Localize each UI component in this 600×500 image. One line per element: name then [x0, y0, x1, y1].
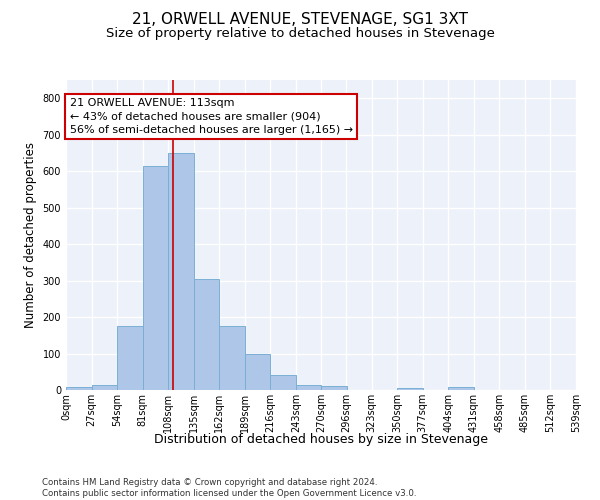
Y-axis label: Number of detached properties: Number of detached properties — [24, 142, 37, 328]
Bar — [194, 279, 219, 390]
Bar — [92, 386, 117, 390]
Bar — [397, 388, 423, 390]
Bar — [322, 386, 347, 390]
Text: Distribution of detached houses by size in Stevenage: Distribution of detached houses by size … — [154, 432, 488, 446]
Bar — [448, 387, 474, 390]
Text: Size of property relative to detached houses in Stevenage: Size of property relative to detached ho… — [106, 28, 494, 40]
Bar — [219, 326, 245, 390]
Text: 21, ORWELL AVENUE, STEVENAGE, SG1 3XT: 21, ORWELL AVENUE, STEVENAGE, SG1 3XT — [132, 12, 468, 28]
Bar — [143, 166, 168, 390]
Bar — [245, 354, 271, 390]
Bar — [271, 376, 296, 390]
Bar — [168, 153, 194, 390]
Text: 21 ORWELL AVENUE: 113sqm
← 43% of detached houses are smaller (904)
56% of semi-: 21 ORWELL AVENUE: 113sqm ← 43% of detach… — [70, 98, 353, 134]
Bar — [117, 326, 143, 390]
Text: Contains HM Land Registry data © Crown copyright and database right 2024.
Contai: Contains HM Land Registry data © Crown c… — [42, 478, 416, 498]
Bar — [66, 387, 92, 390]
Bar — [296, 386, 322, 390]
